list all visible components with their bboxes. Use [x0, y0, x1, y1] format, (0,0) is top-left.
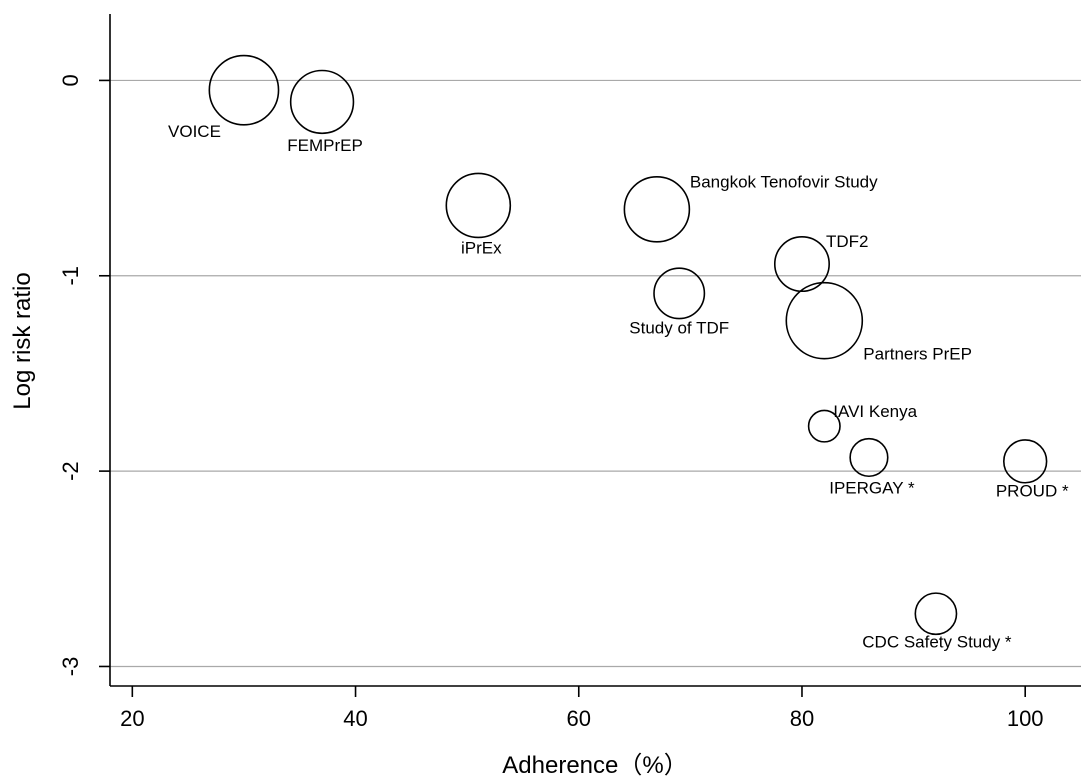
bubble-point: [1002, 439, 1048, 484]
x-axis-title: Adherence（%）: [502, 752, 687, 776]
bubble-point: [773, 236, 830, 293]
bubble-point: [849, 437, 889, 478]
x-tick-label: 80: [790, 706, 814, 731]
bubble-label: VOICE: [168, 122, 221, 141]
bubble-label: Study of TDF: [629, 318, 729, 337]
y-tick-label: -2: [58, 461, 83, 481]
y-tick-label: -3: [58, 657, 83, 677]
ticks: 0 -1 -2 -3 20 40 60 80 100: [58, 74, 1044, 731]
bubble-label: Partners PrEP: [863, 345, 972, 364]
x-tick-label: 60: [567, 706, 591, 731]
bubble-label: IPERGAY *: [829, 478, 915, 497]
grid-lines: [110, 79, 1081, 668]
bubble-label: IAVI Kenya: [833, 402, 917, 421]
bubble-label: FEMPrEP: [287, 136, 363, 155]
bubble-point: [653, 267, 706, 320]
bubble-point: [208, 54, 280, 126]
bubble-point: [785, 281, 864, 360]
bubble-label: PROUD *: [996, 481, 1069, 500]
y-axis-title: Log risk ratio: [9, 272, 36, 409]
bubble-point: [623, 176, 691, 243]
y-tick-label: -1: [58, 266, 83, 286]
point-labels: VOICE FEMPrEP iPrEx Bangkok Tenofovir Study…: [168, 122, 1069, 652]
x-tick-label: 40: [343, 706, 367, 731]
bubble-point: [445, 172, 512, 239]
bubble-label: Bangkok Tenofovir Study: [690, 172, 878, 191]
bubble-label: iPrEx: [461, 238, 502, 257]
bubble-label: TDF2: [826, 232, 869, 251]
bubbles: [208, 54, 1048, 636]
y-tick-label: 0: [58, 74, 83, 86]
bubble-point: [807, 409, 841, 443]
bubble-point: [914, 592, 958, 636]
x-tick-label: 20: [120, 706, 144, 731]
bubble-point: [289, 69, 355, 135]
x-tick-label: 100: [1007, 706, 1044, 731]
bubble-label: CDC Safety Study *: [862, 633, 1012, 652]
axes: [109, 14, 1081, 687]
